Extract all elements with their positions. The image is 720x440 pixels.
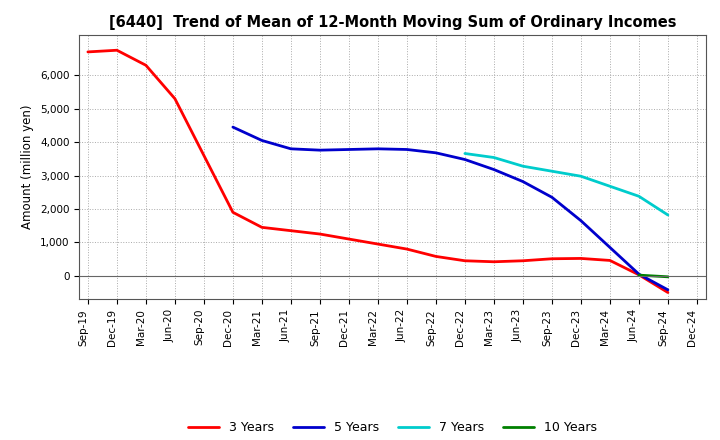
7 Years xyxy=(664,213,672,218)
3 Years xyxy=(228,210,237,215)
10 Years xyxy=(634,272,643,278)
3 Years xyxy=(518,258,527,264)
3 Years xyxy=(199,153,208,158)
5 Years xyxy=(431,150,440,155)
5 Years xyxy=(374,146,382,151)
3 Years xyxy=(664,290,672,295)
Legend: 3 Years, 5 Years, 7 Years, 10 Years: 3 Years, 5 Years, 7 Years, 10 Years xyxy=(183,416,602,439)
3 Years xyxy=(112,48,121,53)
3 Years xyxy=(142,62,150,68)
Line: 5 Years: 5 Years xyxy=(233,127,668,290)
3 Years xyxy=(577,256,585,261)
7 Years xyxy=(577,174,585,179)
3 Years xyxy=(258,225,266,230)
5 Years xyxy=(548,194,557,200)
Title: [6440]  Trend of Mean of 12-Month Moving Sum of Ordinary Incomes: [6440] Trend of Mean of 12-Month Moving … xyxy=(109,15,676,30)
5 Years xyxy=(315,147,324,153)
7 Years xyxy=(461,151,469,156)
3 Years xyxy=(490,259,498,264)
Line: 10 Years: 10 Years xyxy=(639,275,668,277)
7 Years xyxy=(548,169,557,174)
3 Years xyxy=(287,228,295,233)
5 Years xyxy=(228,125,237,130)
3 Years xyxy=(84,49,92,55)
5 Years xyxy=(461,157,469,162)
5 Years xyxy=(345,147,354,152)
3 Years xyxy=(634,272,643,278)
5 Years xyxy=(606,245,614,250)
3 Years xyxy=(345,236,354,242)
Line: 3 Years: 3 Years xyxy=(88,50,668,293)
5 Years xyxy=(518,179,527,184)
5 Years xyxy=(287,146,295,151)
7 Years xyxy=(634,194,643,199)
5 Years xyxy=(634,271,643,277)
5 Years xyxy=(402,147,411,152)
7 Years xyxy=(606,183,614,189)
Y-axis label: Amount (million yen): Amount (million yen) xyxy=(22,105,35,229)
3 Years xyxy=(431,254,440,259)
10 Years xyxy=(664,274,672,279)
3 Years xyxy=(171,96,179,101)
5 Years xyxy=(577,218,585,224)
3 Years xyxy=(402,246,411,252)
7 Years xyxy=(490,155,498,160)
3 Years xyxy=(461,258,469,264)
3 Years xyxy=(374,242,382,247)
3 Years xyxy=(606,258,614,263)
5 Years xyxy=(664,287,672,293)
5 Years xyxy=(258,138,266,143)
5 Years xyxy=(490,167,498,172)
3 Years xyxy=(315,231,324,237)
3 Years xyxy=(548,256,557,261)
Line: 7 Years: 7 Years xyxy=(465,154,668,215)
7 Years xyxy=(518,164,527,169)
